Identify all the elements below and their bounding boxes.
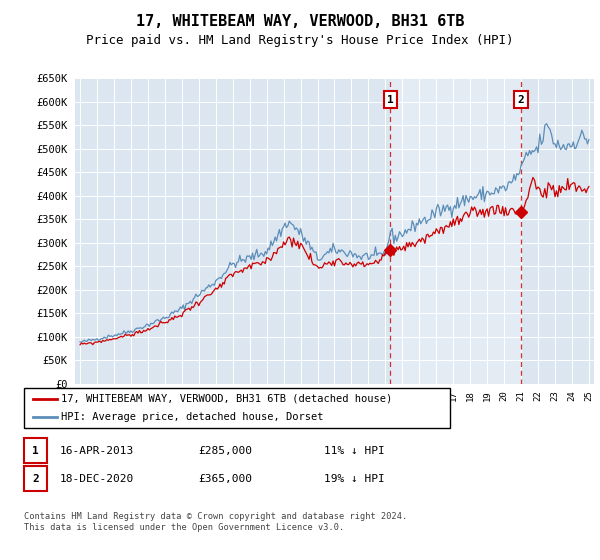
Text: 17, WHITEBEAM WAY, VERWOOD, BH31 6TB (detached house): 17, WHITEBEAM WAY, VERWOOD, BH31 6TB (de… — [61, 394, 392, 404]
Text: 18-DEC-2020: 18-DEC-2020 — [60, 474, 134, 484]
Text: 1: 1 — [32, 446, 39, 456]
Bar — [391, 78, 521, 384]
Text: 19% ↓ HPI: 19% ↓ HPI — [324, 474, 385, 484]
Text: £365,000: £365,000 — [198, 474, 252, 484]
Text: 2: 2 — [518, 95, 524, 105]
Text: HPI: Average price, detached house, Dorset: HPI: Average price, detached house, Dors… — [61, 412, 324, 422]
Text: 2: 2 — [32, 474, 39, 484]
Text: Contains HM Land Registry data © Crown copyright and database right 2024.
This d: Contains HM Land Registry data © Crown c… — [24, 512, 407, 532]
Text: 16-APR-2013: 16-APR-2013 — [60, 446, 134, 456]
Text: 17, WHITEBEAM WAY, VERWOOD, BH31 6TB: 17, WHITEBEAM WAY, VERWOOD, BH31 6TB — [136, 14, 464, 29]
Text: 1: 1 — [387, 95, 394, 105]
Text: £285,000: £285,000 — [198, 446, 252, 456]
Text: Price paid vs. HM Land Registry's House Price Index (HPI): Price paid vs. HM Land Registry's House … — [86, 34, 514, 46]
Text: 11% ↓ HPI: 11% ↓ HPI — [324, 446, 385, 456]
